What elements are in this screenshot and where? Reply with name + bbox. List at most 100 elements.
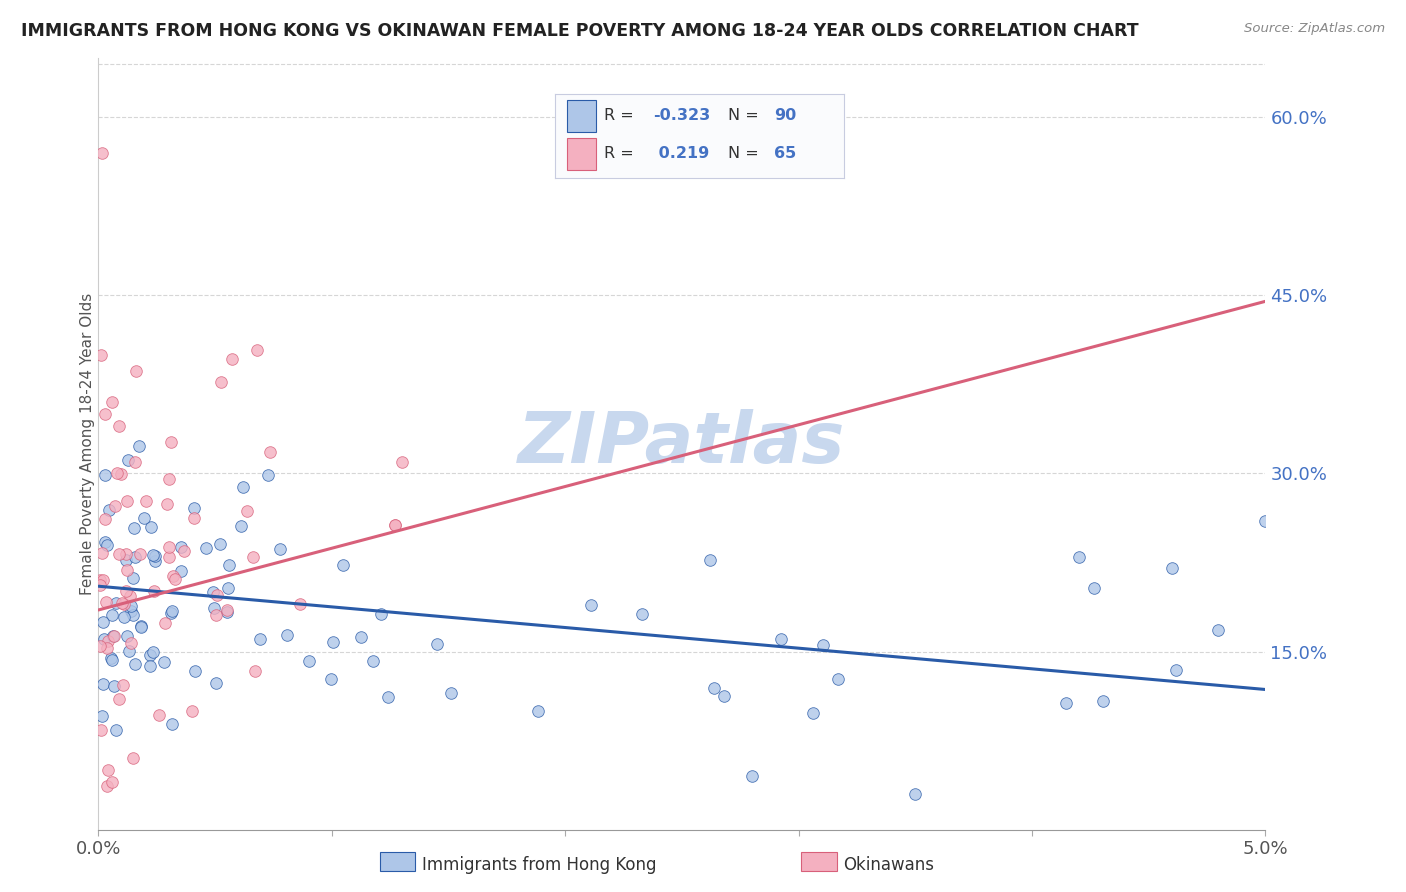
Point: [156, 497, 179, 511]
Point: [319, 672, 342, 686]
Point: [218, 558, 240, 572]
Point: [269, 541, 291, 556]
Point: [129, 619, 152, 633]
Point: [236, 504, 259, 518]
Point: [101, 653, 124, 667]
Point: [370, 607, 392, 621]
Point: [91, 573, 114, 587]
Point: [89, 573, 111, 587]
Point: [1166, 663, 1188, 677]
Point: [115, 584, 138, 599]
Point: [142, 584, 165, 599]
Point: [157, 540, 180, 554]
Point: [97, 634, 120, 648]
Point: [117, 453, 139, 467]
Text: N =: N =: [728, 146, 765, 161]
Point: [160, 435, 183, 450]
Point: [1054, 696, 1077, 710]
Point: [143, 554, 166, 568]
Text: -0.323: -0.323: [654, 108, 710, 123]
Point: [350, 630, 373, 644]
Text: R =: R =: [605, 146, 640, 161]
Point: [108, 691, 131, 706]
Point: [162, 568, 184, 582]
Point: [426, 637, 449, 651]
Point: [90, 145, 112, 160]
Point: [105, 467, 128, 481]
Text: ZIPatlas: ZIPatlas: [519, 409, 845, 478]
Point: [142, 644, 165, 658]
Point: [89, 577, 111, 591]
Point: [217, 582, 239, 596]
Point: [157, 472, 180, 486]
Point: [93, 512, 115, 526]
Point: [101, 775, 124, 789]
Point: [115, 552, 138, 566]
Point: [132, 510, 155, 524]
Point: [215, 605, 238, 619]
Point: [122, 751, 145, 765]
Point: [125, 364, 148, 378]
Point: [741, 769, 763, 783]
Text: Okinawans: Okinawans: [844, 856, 935, 874]
Point: [91, 677, 114, 691]
Point: [138, 658, 160, 673]
Point: [157, 549, 180, 564]
Point: [129, 620, 152, 634]
Point: [100, 650, 122, 665]
Point: [115, 547, 138, 561]
Point: [141, 519, 163, 533]
Point: [1161, 561, 1184, 575]
Point: [322, 635, 344, 649]
Point: [94, 595, 117, 609]
Point: [170, 540, 193, 554]
Bar: [567, 137, 596, 169]
Point: [217, 603, 239, 617]
Point: [103, 679, 125, 693]
Point: [630, 607, 652, 622]
Point: [1206, 624, 1229, 638]
Point: [124, 455, 146, 469]
Point: [118, 644, 141, 658]
Point: [103, 499, 125, 513]
Point: [115, 493, 138, 508]
Point: [162, 717, 184, 731]
Point: [713, 690, 735, 704]
Point: [104, 596, 127, 610]
Point: [297, 654, 319, 668]
Point: [111, 596, 134, 610]
Point: [94, 407, 117, 421]
Point: [91, 546, 114, 560]
Point: [1254, 514, 1277, 528]
Point: [440, 686, 463, 700]
Point: [699, 552, 721, 566]
Point: [153, 655, 176, 669]
Point: [384, 518, 406, 533]
Point: [101, 628, 124, 642]
Text: 65: 65: [775, 146, 797, 161]
Text: Source: ZipAtlas.com: Source: ZipAtlas.com: [1244, 22, 1385, 36]
Point: [128, 439, 150, 453]
Point: [1067, 549, 1090, 564]
Point: [93, 467, 115, 482]
Point: [115, 629, 138, 643]
Point: [89, 639, 111, 653]
Text: 90: 90: [775, 108, 797, 123]
Point: [827, 672, 849, 686]
Point: [209, 537, 232, 551]
Y-axis label: Female Poverty Among 18-24 Year Olds: Female Poverty Among 18-24 Year Olds: [80, 293, 94, 595]
Point: [242, 550, 264, 565]
Point: [183, 511, 205, 525]
Point: [770, 632, 793, 646]
Point: [204, 676, 226, 690]
Point: [384, 517, 406, 532]
Point: [904, 787, 927, 801]
Point: [256, 468, 278, 483]
Point: [259, 444, 281, 458]
Point: [90, 348, 112, 362]
Point: [183, 500, 205, 515]
Point: [249, 632, 271, 647]
Point: [201, 585, 224, 599]
Bar: [567, 100, 596, 132]
Point: [811, 638, 834, 652]
